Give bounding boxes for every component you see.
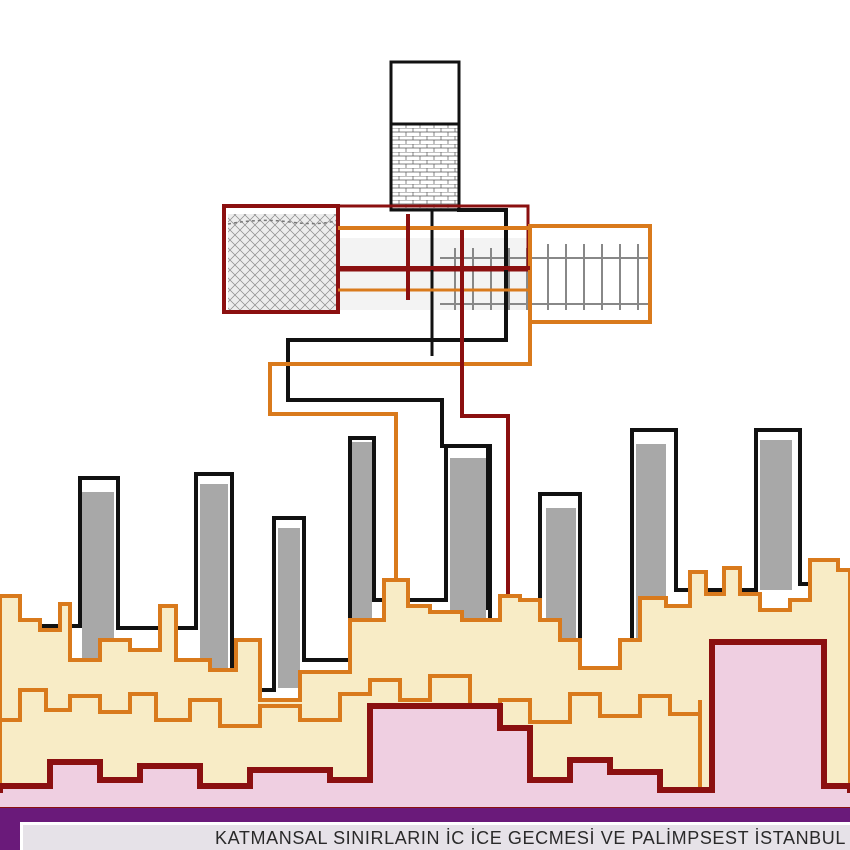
barbed-wire (227, 219, 339, 225)
tower-8 (760, 440, 792, 590)
caption-title: KATMANSAL SINIRLARIN İC İCE GECMESİ VE P… (215, 828, 846, 848)
brick-wall (389, 122, 461, 212)
maroon-connector-line (338, 214, 530, 700)
fence-panel (222, 204, 652, 324)
caption-box: KATMANSAL SINIRLARIN İC İCE GECMESİ VE P… (20, 822, 850, 850)
tower-blank-top (389, 60, 461, 126)
mesh-fence (228, 214, 338, 310)
tower-element (389, 60, 461, 212)
tower-1 (82, 492, 114, 662)
orange-connector-line (268, 226, 532, 580)
tower-2 (200, 484, 228, 684)
tower-4 (352, 442, 372, 662)
pink-base-layer (0, 639, 850, 811)
tower-3 (278, 528, 300, 688)
